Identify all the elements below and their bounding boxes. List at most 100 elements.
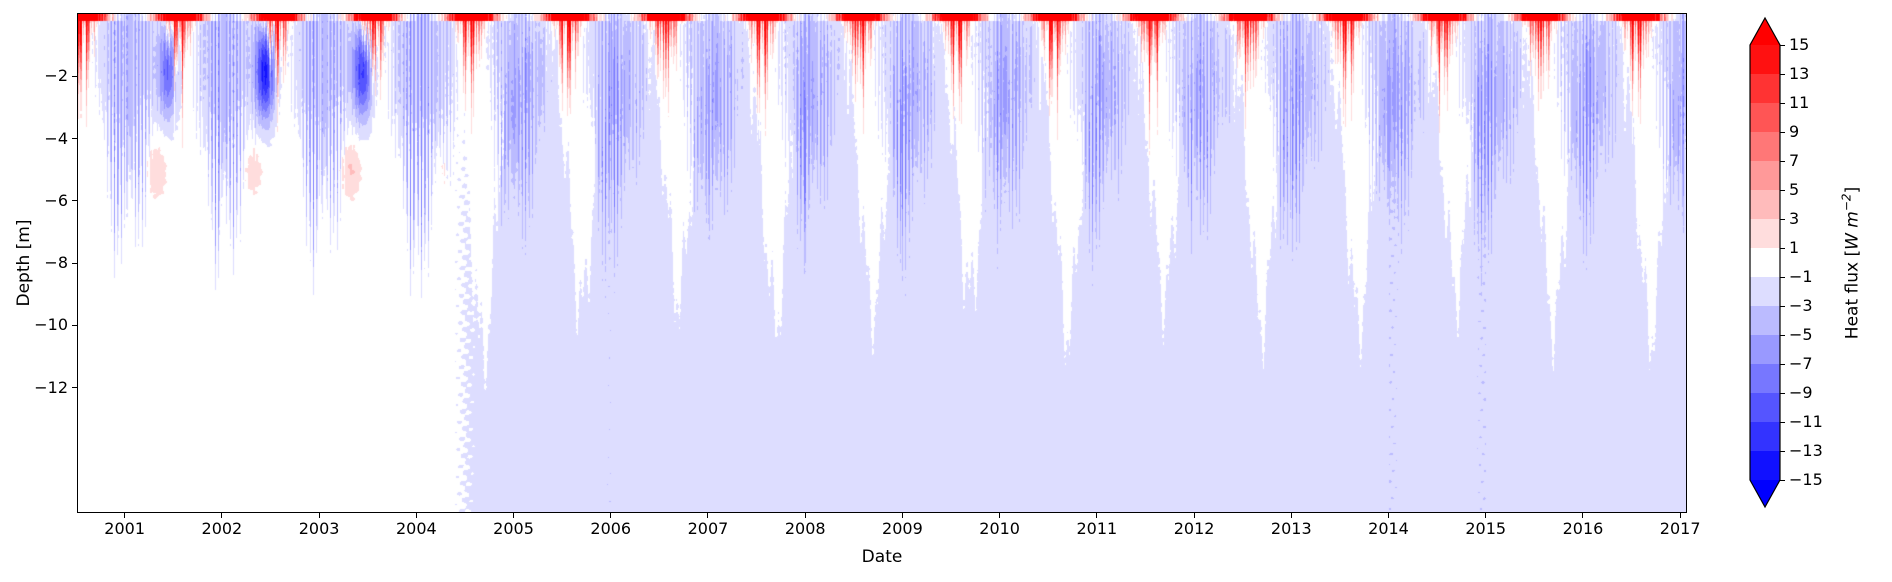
x-tick-label: 2007 bbox=[687, 519, 729, 538]
y-tick-mark bbox=[72, 138, 77, 139]
colorbar-label-text: Heat flux [ bbox=[1842, 249, 1863, 340]
x-tick-label: 2016 bbox=[1562, 519, 1604, 538]
x-tick-label: 2004 bbox=[395, 519, 437, 538]
colorbar-band bbox=[1750, 393, 1780, 423]
x-axis-label: Date bbox=[861, 547, 903, 567]
colorbar-band bbox=[1750, 74, 1780, 104]
x-tick-mark bbox=[1485, 513, 1487, 518]
colorbar-tick-mark bbox=[1780, 160, 1785, 162]
x-tick-label: 2014 bbox=[1368, 519, 1409, 538]
colorbar-tick-label: 3 bbox=[1789, 209, 1800, 228]
colorbar-tick-mark bbox=[1780, 102, 1785, 104]
y-tick-mark bbox=[72, 324, 77, 326]
x-tick-mark bbox=[1193, 513, 1195, 518]
colorbar-band bbox=[1750, 306, 1780, 336]
x-tick-mark bbox=[999, 513, 1001, 518]
x-tick-mark bbox=[1096, 513, 1098, 518]
x-tick-label: 2012 bbox=[1173, 519, 1215, 538]
y-tick-label: −2 bbox=[44, 66, 68, 86]
colorbar-under-arrow bbox=[1750, 480, 1780, 507]
x-tick-label: 2017 bbox=[1659, 519, 1701, 538]
colorbar-band bbox=[1750, 422, 1780, 452]
colorbar-tick-mark bbox=[1780, 479, 1785, 481]
colorbar-band bbox=[1750, 132, 1780, 162]
x-tick-mark bbox=[513, 513, 515, 518]
x-tick-mark bbox=[707, 513, 709, 518]
x-tick-mark bbox=[221, 513, 223, 518]
colorbar-tick-label: 5 bbox=[1789, 180, 1800, 199]
colorbar-tick-mark bbox=[1780, 44, 1785, 46]
colorbar-tick-mark bbox=[1780, 305, 1785, 307]
colorbar-tick-mark bbox=[1780, 450, 1785, 452]
y-tick-label: −12 bbox=[34, 377, 68, 397]
y-tick-mark bbox=[72, 200, 77, 202]
colorbar-tick-label: −7 bbox=[1789, 354, 1813, 373]
colorbar-label-exponent: −2 bbox=[1839, 193, 1854, 212]
colorbar-over-arrow bbox=[1750, 18, 1780, 45]
x-tick-mark bbox=[1582, 513, 1584, 518]
colorbar-label-unit: W m bbox=[1842, 211, 1863, 250]
colorbar-label: Heat flux [W m−2] bbox=[1840, 187, 1863, 339]
colorbar-tick-label: −11 bbox=[1789, 412, 1823, 431]
colorbar-band bbox=[1750, 451, 1780, 481]
colorbar-tick-mark bbox=[1780, 189, 1785, 191]
y-tick-label: −10 bbox=[34, 315, 68, 335]
colorbar-tick-label: −1 bbox=[1789, 267, 1813, 286]
x-tick-label: 2005 bbox=[493, 519, 534, 538]
x-tick-mark bbox=[1679, 513, 1681, 518]
x-tick-label: 2001 bbox=[104, 519, 146, 538]
x-tick-label: 2003 bbox=[298, 519, 340, 538]
colorbar-tick-mark bbox=[1780, 363, 1785, 365]
colorbar-tick-label: 1 bbox=[1789, 238, 1800, 257]
y-tick-mark bbox=[72, 75, 77, 77]
heatmap-canvas bbox=[78, 14, 1686, 512]
colorbar-tick-label: 11 bbox=[1789, 93, 1810, 112]
colorbar-tick-label: 9 bbox=[1789, 122, 1800, 141]
x-tick-label: 2011 bbox=[1076, 519, 1118, 538]
colorbar-band bbox=[1750, 190, 1780, 220]
x-tick-mark bbox=[1290, 513, 1292, 518]
colorbar-tick-label: −5 bbox=[1789, 325, 1813, 344]
colorbar-tick-mark bbox=[1780, 334, 1785, 336]
x-tick-mark bbox=[804, 513, 806, 518]
x-tick-label: 2002 bbox=[201, 519, 243, 538]
colorbar-tick-label: −13 bbox=[1789, 441, 1823, 460]
colorbar-tick-label: 15 bbox=[1789, 35, 1810, 54]
y-tick-label: −6 bbox=[44, 190, 68, 210]
colorbar-tick-mark bbox=[1780, 218, 1785, 220]
colorbar-tick-label: −15 bbox=[1789, 470, 1823, 489]
colorbar-tick-mark bbox=[1780, 131, 1785, 133]
x-tick-mark bbox=[415, 513, 417, 518]
x-tick-label: 2008 bbox=[784, 519, 826, 538]
x-tick-mark bbox=[1388, 513, 1389, 518]
colorbar-band bbox=[1750, 248, 1780, 278]
colorbar-tick-label: −3 bbox=[1789, 296, 1813, 315]
x-tick-label: 2006 bbox=[590, 519, 632, 538]
x-tick-mark bbox=[901, 513, 903, 518]
colorbar-tick-label: 13 bbox=[1789, 64, 1810, 83]
colorbar-tick-mark bbox=[1780, 392, 1785, 394]
colorbar-label-suffix: ] bbox=[1842, 186, 1863, 194]
colorbar-band bbox=[1750, 219, 1780, 249]
x-tick-label: 2010 bbox=[979, 519, 1020, 538]
x-tick-mark bbox=[610, 513, 612, 518]
colorbar-tick-mark bbox=[1780, 421, 1785, 423]
x-tick-label: 2009 bbox=[882, 519, 923, 538]
colorbar bbox=[1749, 16, 1781, 509]
colorbar-band bbox=[1750, 277, 1780, 307]
colorbar-band bbox=[1750, 364, 1780, 394]
y-tick-mark bbox=[72, 387, 77, 388]
colorbar-tick-mark bbox=[1780, 73, 1785, 75]
y-tick-mark bbox=[72, 262, 77, 264]
x-tick-mark bbox=[318, 513, 320, 518]
y-tick-label: −4 bbox=[44, 128, 68, 148]
colorbar-band bbox=[1750, 103, 1780, 133]
colorbar-band bbox=[1750, 335, 1780, 365]
y-tick-label: −8 bbox=[44, 253, 68, 272]
colorbar-tick-label: 7 bbox=[1789, 151, 1800, 170]
plot-frame bbox=[77, 13, 1687, 513]
colorbar-tick-label: −9 bbox=[1789, 383, 1813, 402]
colorbar-band bbox=[1750, 45, 1780, 75]
colorbar-band bbox=[1750, 161, 1780, 191]
x-tick-mark bbox=[124, 513, 126, 518]
